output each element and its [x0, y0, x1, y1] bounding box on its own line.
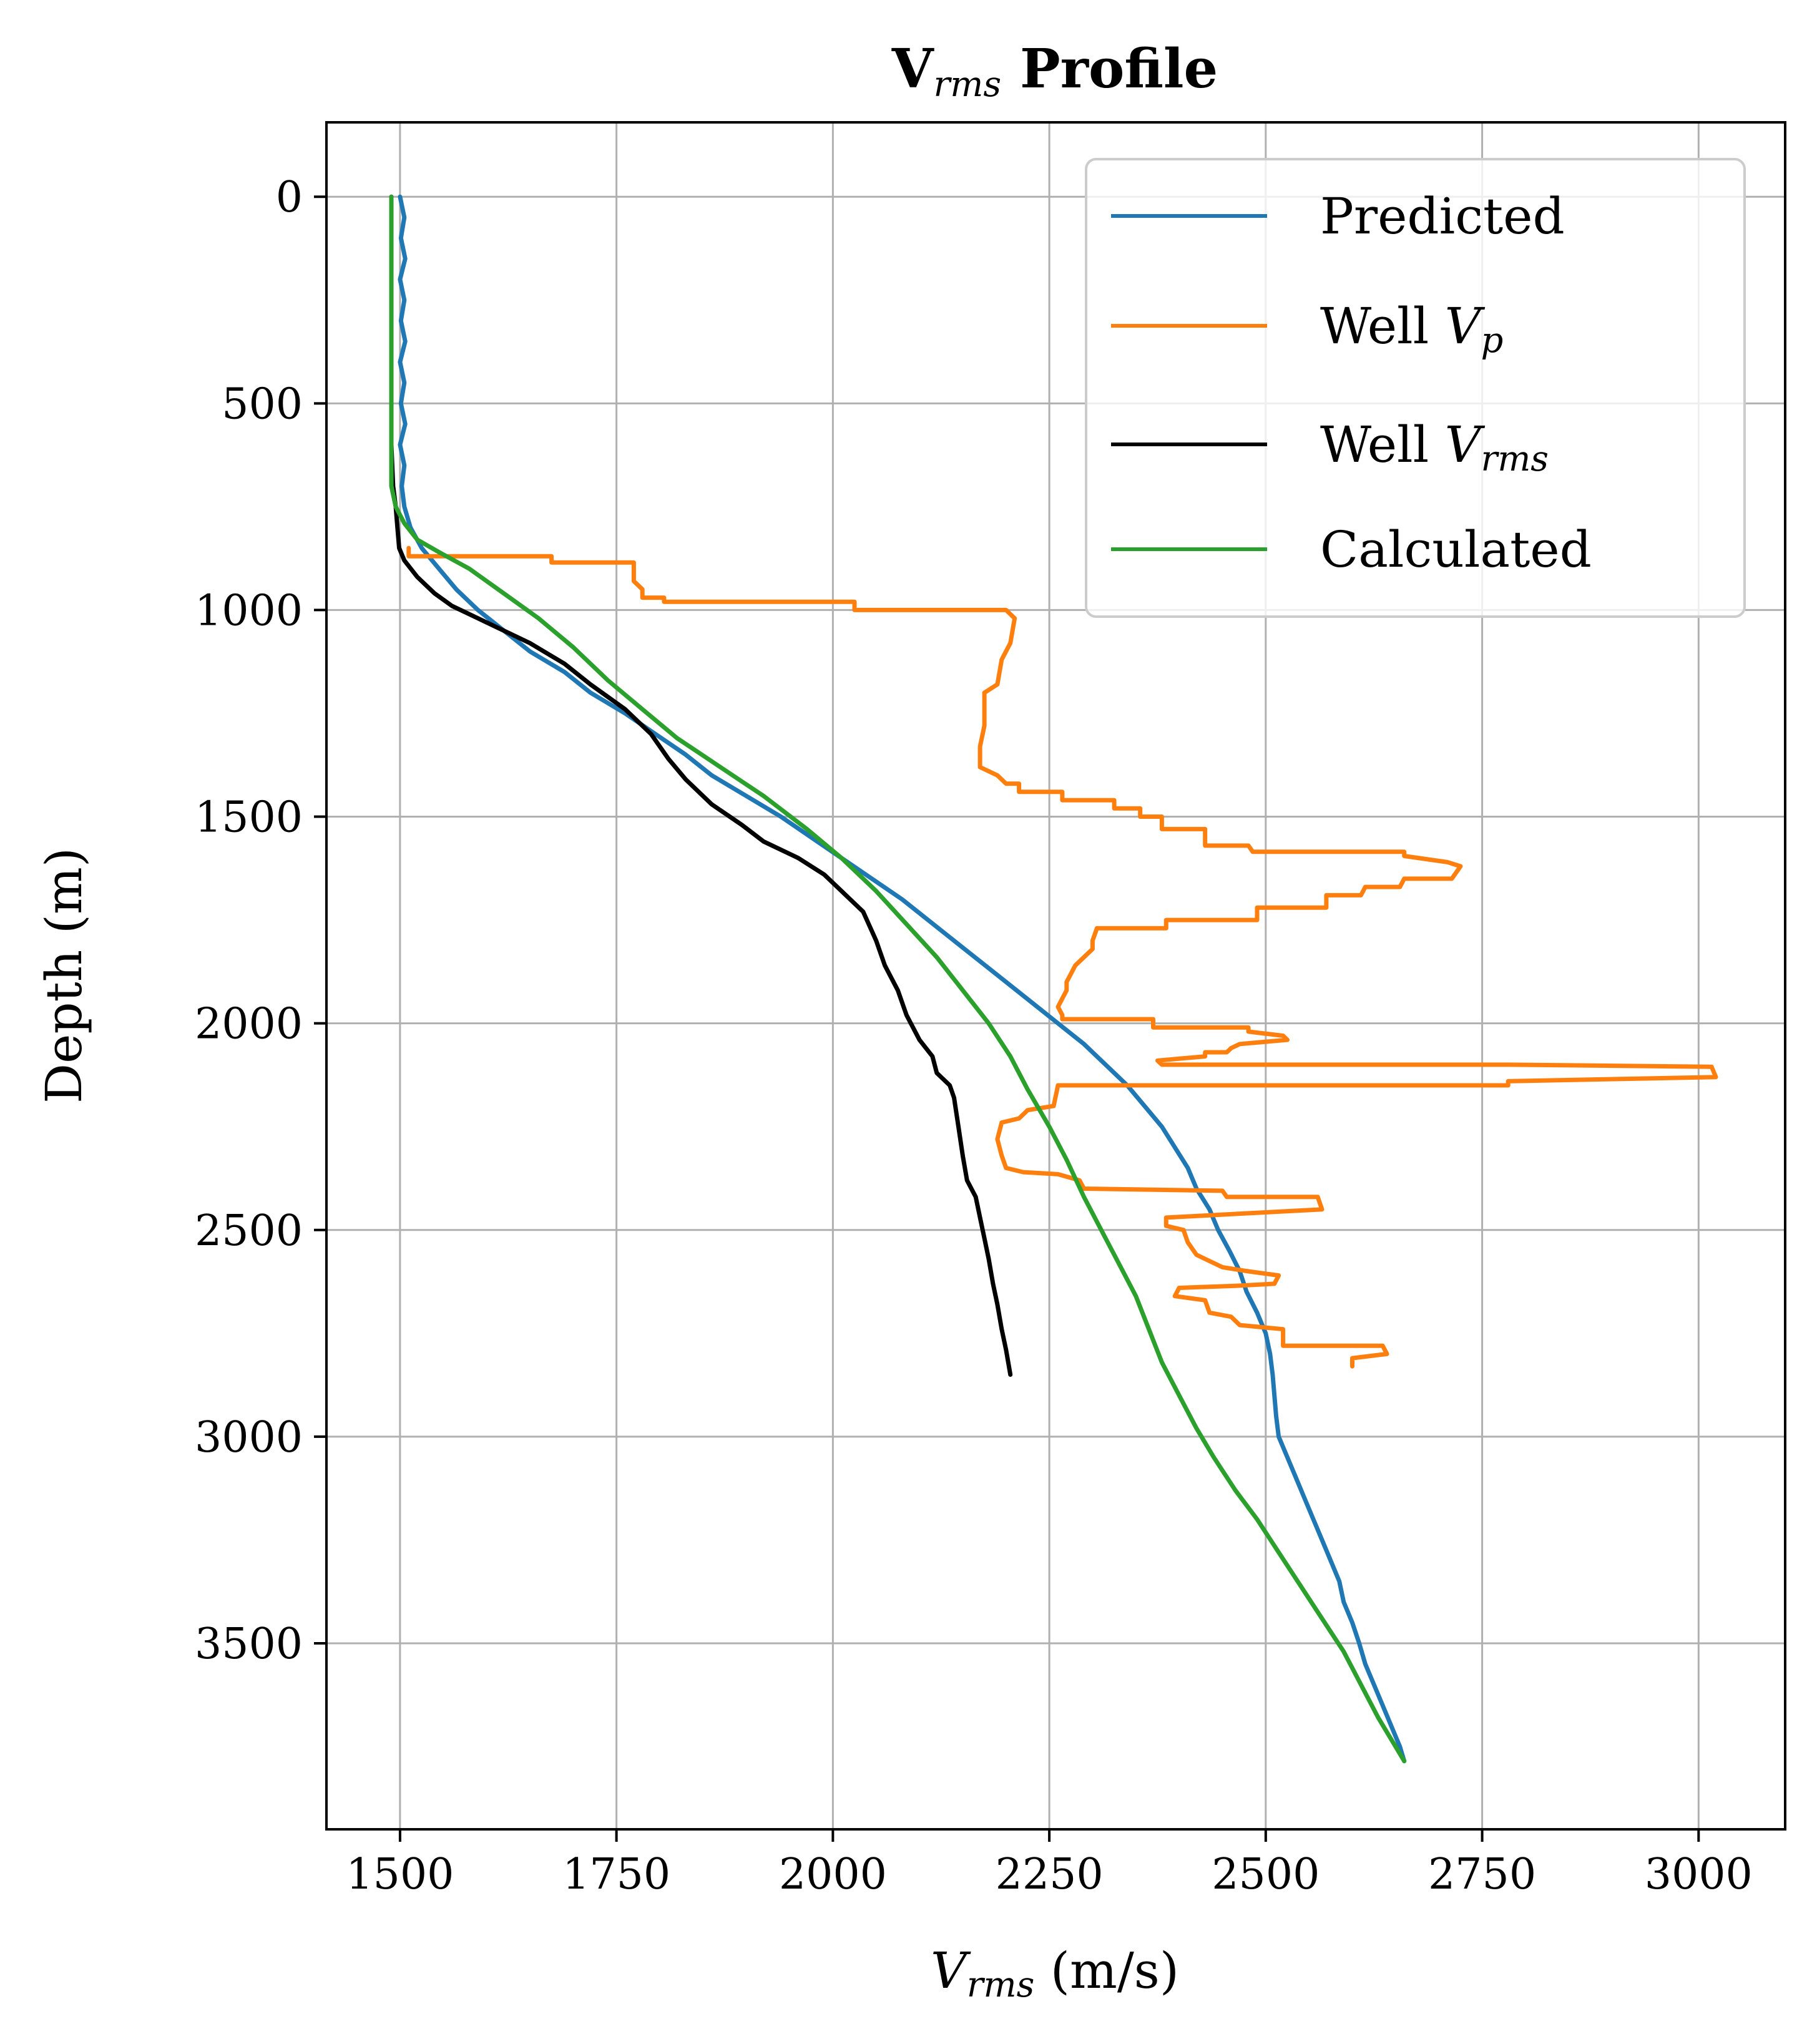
x-tick-label-2500: 2500 — [1212, 1850, 1320, 1899]
x-axis-label: Vrms (m/s) — [931, 1942, 1179, 2005]
x-tick-label-1500: 1500 — [346, 1850, 454, 1899]
chart-title-main: V — [891, 37, 934, 100]
legend-label-well-vrms: Well Vrms — [1320, 416, 1549, 479]
series-line-well-vp — [406, 545, 1718, 1369]
x-axis-label-sub: rms — [967, 1965, 1035, 2005]
y-axis-ticks: 0 500 1000 1500 2000 2500 3000 3500 — [195, 173, 326, 1669]
y-tick-label-1000: 1000 — [195, 586, 303, 635]
x-axis-ticks: 1500 1750 2000 2250 2500 2750 3000 — [346, 1829, 1753, 1899]
chart-title-sub: rms — [933, 64, 1001, 105]
series-line-well-vrms — [389, 194, 1013, 1377]
y-tick-label-3000: 3000 — [195, 1413, 303, 1462]
x-axis-label-rest: (m/s) — [1034, 1942, 1179, 2000]
x-axis-label-main: V — [931, 1942, 971, 2000]
legend: Predicted Well Vp Well Vrms Calculated — [1085, 158, 1746, 618]
x-tick-label-3000: 3000 — [1645, 1850, 1753, 1899]
y-axis-label: Depth (m) — [35, 848, 93, 1103]
y-tick-label-2500: 2500 — [195, 1206, 303, 1256]
y-tick-label-500: 500 — [222, 379, 303, 429]
y-tick-label-3500: 3500 — [195, 1620, 303, 1669]
legend-box — [1085, 158, 1746, 618]
series-layer — [389, 194, 1718, 1764]
legend-label-predicted: Predicted — [1320, 187, 1565, 245]
x-tick-label-2000: 2000 — [779, 1850, 887, 1899]
x-tick-label-2250: 2250 — [996, 1850, 1104, 1899]
chart-title-rest: Profile — [1001, 37, 1218, 100]
x-tick-label-2750: 2750 — [1428, 1850, 1536, 1899]
y-tick-label-0: 0 — [276, 173, 303, 222]
legend-label-well-vp: Well Vp — [1320, 297, 1503, 361]
series-line-calculated — [389, 194, 1407, 1764]
legend-label-calculated: Calculated — [1320, 521, 1592, 579]
series-line-predicted — [398, 194, 1407, 1764]
y-tick-label-1500: 1500 — [195, 793, 303, 843]
x-tick-label-1750: 1750 — [562, 1850, 670, 1899]
plot-frame — [325, 121, 1786, 1831]
y-tick-label-2000: 2000 — [195, 1000, 303, 1049]
chart-title: Vrms Profile — [891, 37, 1218, 105]
